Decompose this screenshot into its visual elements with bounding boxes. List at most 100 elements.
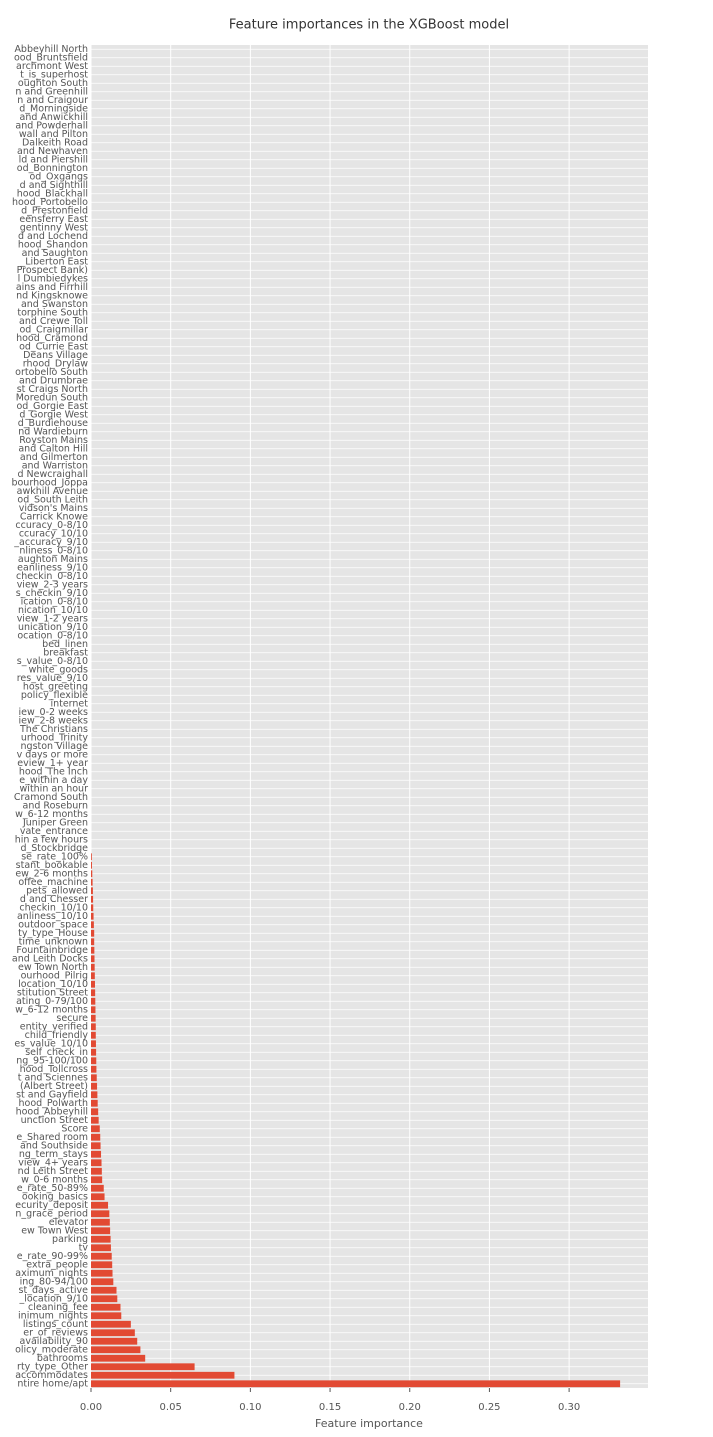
bar [91, 895, 94, 903]
bar [91, 1074, 97, 1082]
y-tick-label: od_South Leith [17, 494, 88, 505]
bar [91, 1295, 118, 1303]
bar [91, 1380, 621, 1388]
y-tick-label: host_greeting [23, 681, 88, 692]
y-tick-label: hood_Tollcross [20, 1064, 88, 1075]
bar [91, 878, 93, 886]
y-tick-label: offee_machine [18, 877, 88, 888]
y-tick-label: within an hour [20, 783, 89, 794]
x-axis-label: Feature importance [315, 1417, 423, 1430]
y-tick-label: awkhill Avenue [17, 486, 89, 497]
bar [91, 1193, 105, 1201]
y-tick-label: view_1-2 years [17, 613, 88, 624]
y-tick-label: e_within a day [19, 775, 88, 786]
y-tick-label: s_checkin_9/10 [16, 588, 88, 599]
y-tick-label: ld and Piershill [19, 154, 88, 165]
y-tick-label: ccuracy_10/10 [19, 528, 88, 539]
bar [91, 1210, 110, 1218]
y-tick-label: ng_95-100/100 [16, 1055, 88, 1066]
bar [91, 1133, 101, 1141]
y-tick-label: Fountainbridge [16, 945, 88, 956]
bar [91, 1286, 117, 1294]
y-tick-label: hood_Shandon [18, 239, 88, 250]
y-tick-label: nd Wardieburn [18, 426, 88, 437]
y-tick-label: od_Oxgangs [29, 171, 88, 182]
y-tick-label: urhood_Trinity [21, 732, 89, 743]
y-tick-label: st Craigs North [17, 384, 88, 395]
y-tick-label: Score [61, 1123, 88, 1134]
y-tick-label: Dalkeith Road [22, 137, 88, 148]
y-tick-label: view_2-3 years [17, 579, 88, 590]
bar [91, 1082, 98, 1090]
y-tick-label: and Anwickhill [20, 112, 89, 123]
bar [91, 1269, 113, 1277]
y-tick-label: policy_flexible [21, 690, 88, 701]
y-tick-label: and Crewe Toll [19, 316, 88, 327]
y-tick-label: torphine South [17, 307, 88, 318]
bar [91, 1065, 97, 1073]
y-tick-label: wall and Pilton [19, 129, 88, 140]
bar [91, 921, 94, 929]
y-tick-label: nd Kingsknowe [16, 290, 88, 301]
y-tick-label: and Powderhall [15, 120, 88, 131]
bar [91, 963, 95, 971]
x-tick-label: 0.05 [160, 1402, 182, 1413]
y-tick-label: time_unknown [19, 936, 88, 947]
y-tick-label: ccuracy_0-8/10 [15, 520, 88, 531]
bar [91, 989, 96, 997]
x-tick-label: 0.00 [80, 1402, 102, 1413]
y-tick-label: d Newcraighall [17, 469, 88, 480]
y-tick-label: d and Chesser [20, 894, 88, 905]
y-tick-label: res_value_9/10 [17, 673, 88, 684]
y-tick-label: ing_80-94/100 [20, 1276, 88, 1287]
bar [91, 1354, 146, 1362]
bar [91, 912, 94, 920]
bar [91, 1278, 114, 1286]
y-tick-label: eanliness_9/10 [17, 562, 88, 573]
bar [91, 1091, 98, 1099]
y-tick-label: ew_2-6 months [15, 868, 88, 879]
y-tick-label: hood_The Inch [19, 766, 88, 777]
bar [91, 1337, 138, 1345]
bar [91, 1363, 195, 1371]
y-tick-label: bed_linen [42, 639, 88, 650]
plot-background [91, 45, 648, 1388]
y-tick-label: v days or more [17, 749, 89, 760]
y-tick-label: n and Craigour [17, 95, 88, 106]
y-tick-label: hood_Cramond [16, 333, 88, 344]
y-tick-label: elevator [49, 1217, 88, 1228]
y-tick-label: and Leith Docks [12, 953, 88, 964]
bar [91, 1235, 111, 1243]
y-tick-label: od_Bonnington [17, 163, 88, 174]
y-tick-label: n and Greenhill [15, 86, 88, 97]
y-tick-label: Carrick Knowe [20, 511, 88, 522]
bar [91, 1167, 102, 1175]
y-tick-label: ains and Firrhill [16, 282, 88, 293]
y-tick-label: gentinny West [20, 222, 89, 233]
y-tick-label: archmont West [16, 61, 88, 72]
y-tick-label: (Albert Street) [20, 1081, 88, 1092]
y-tick-label: t and Sciennes [18, 1072, 88, 1083]
y-tick-label: accommodates [15, 1370, 88, 1381]
y-tick-label: location_10/10 [18, 979, 88, 990]
x-tick-label: 0.30 [558, 1402, 580, 1413]
bar [91, 1142, 101, 1150]
y-tick-label: bourhood_Joppa [11, 477, 88, 488]
bar [91, 1371, 235, 1379]
y-tick-label: outdoor_space [18, 919, 88, 930]
bar [91, 938, 95, 946]
y-tick-label: parking [52, 1234, 88, 1245]
bar [91, 1014, 96, 1022]
y-tick-label: ew Town West [21, 1225, 88, 1236]
y-tick-label: tv [79, 1242, 89, 1253]
y-tick-label: Juniper Green [22, 817, 88, 828]
y-tick-label: checkin_10/10 [19, 902, 88, 913]
y-tick-label: d_Morningside [19, 103, 88, 114]
bar [91, 1320, 131, 1328]
y-tick-label: internet [50, 698, 88, 709]
y-tick-label: secure [56, 1013, 88, 1024]
y-tick-label: Prospect Bank) [17, 265, 88, 276]
y-tick-label: iew_2-8 weeks [19, 715, 89, 726]
y-tick-label: st_days_active [19, 1285, 89, 1296]
